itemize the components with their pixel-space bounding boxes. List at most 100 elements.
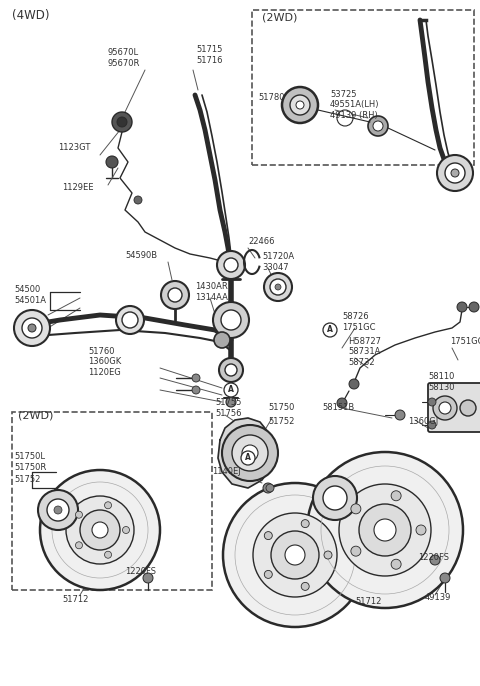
Circle shape <box>368 116 388 136</box>
Circle shape <box>40 470 160 590</box>
Text: A: A <box>327 325 333 335</box>
Circle shape <box>224 383 238 397</box>
FancyBboxPatch shape <box>252 10 474 165</box>
Circle shape <box>54 506 62 514</box>
Circle shape <box>445 163 465 183</box>
Text: A: A <box>228 386 234 394</box>
Text: 1220FS: 1220FS <box>418 554 449 563</box>
Circle shape <box>192 386 200 394</box>
Circle shape <box>28 324 36 332</box>
Text: 51712: 51712 <box>355 598 382 606</box>
Circle shape <box>232 435 268 471</box>
Circle shape <box>92 522 108 538</box>
Circle shape <box>134 196 142 204</box>
Circle shape <box>307 452 463 608</box>
Text: A: A <box>245 453 251 462</box>
Circle shape <box>219 358 243 382</box>
Text: 58110
58130: 58110 58130 <box>428 372 455 392</box>
Circle shape <box>439 402 451 414</box>
Circle shape <box>391 559 401 569</box>
Circle shape <box>38 490 78 530</box>
Text: (2WD): (2WD) <box>262 13 298 23</box>
Text: 54590B: 54590B <box>125 250 157 259</box>
Circle shape <box>451 169 459 177</box>
Circle shape <box>313 476 357 520</box>
Text: 1430AR
1314AA: 1430AR 1314AA <box>195 282 228 302</box>
Circle shape <box>460 400 476 416</box>
Circle shape <box>224 258 238 272</box>
Circle shape <box>217 251 245 279</box>
Text: 51750L
51750R: 51750L 51750R <box>14 452 46 472</box>
Text: 51780: 51780 <box>258 93 285 102</box>
Circle shape <box>161 281 189 309</box>
Circle shape <box>349 379 359 389</box>
Text: 58151B: 58151B <box>322 403 354 412</box>
Circle shape <box>192 374 200 382</box>
FancyBboxPatch shape <box>428 383 480 432</box>
Text: 58726
1751GC: 58726 1751GC <box>342 312 375 332</box>
Circle shape <box>47 499 69 521</box>
Circle shape <box>285 545 305 565</box>
Circle shape <box>264 273 292 301</box>
Text: 49139: 49139 <box>425 593 451 602</box>
Circle shape <box>214 332 230 348</box>
Text: 1129EE: 1129EE <box>62 183 94 193</box>
Circle shape <box>213 302 249 338</box>
Text: H58727
58731A
58732: H58727 58731A 58732 <box>348 337 381 367</box>
Circle shape <box>275 284 281 290</box>
Circle shape <box>395 410 405 420</box>
Text: 54500
54501A: 54500 54501A <box>14 285 46 305</box>
Text: 1751GC: 1751GC <box>450 338 480 346</box>
Circle shape <box>290 95 310 115</box>
Text: 51715
51716: 51715 51716 <box>196 45 223 65</box>
Text: (2WD): (2WD) <box>18 411 53 421</box>
Text: 1220FS: 1220FS <box>125 567 156 576</box>
Circle shape <box>14 310 50 346</box>
Circle shape <box>339 484 431 576</box>
Circle shape <box>282 87 318 123</box>
Text: 1360GJ: 1360GJ <box>408 418 438 427</box>
Circle shape <box>122 526 130 534</box>
Circle shape <box>437 155 473 191</box>
Circle shape <box>264 532 272 540</box>
Circle shape <box>66 496 134 564</box>
Circle shape <box>222 425 278 481</box>
Circle shape <box>223 483 367 627</box>
Circle shape <box>253 513 337 597</box>
Circle shape <box>221 310 241 330</box>
Polygon shape <box>218 418 272 488</box>
Text: 53725
49551A(LH)
49139 (RH): 53725 49551A(LH) 49139 (RH) <box>330 90 380 120</box>
Text: 51760
1360GK
1120EG: 51760 1360GK 1120EG <box>88 346 121 377</box>
Circle shape <box>428 421 436 429</box>
Text: 22466: 22466 <box>248 237 275 246</box>
Circle shape <box>457 302 467 312</box>
Circle shape <box>323 486 347 510</box>
Text: 95670L
95670R: 95670L 95670R <box>108 48 140 68</box>
Text: 1140EJ: 1140EJ <box>212 467 241 477</box>
Circle shape <box>106 156 118 168</box>
Circle shape <box>266 484 274 492</box>
Circle shape <box>271 531 319 579</box>
FancyBboxPatch shape <box>12 412 212 590</box>
Circle shape <box>116 306 144 334</box>
Circle shape <box>337 398 347 408</box>
Circle shape <box>143 573 153 583</box>
Text: 51752: 51752 <box>14 475 40 484</box>
Circle shape <box>351 504 361 514</box>
Circle shape <box>80 510 120 550</box>
Circle shape <box>296 101 304 109</box>
Circle shape <box>105 501 111 509</box>
Circle shape <box>263 483 273 493</box>
Circle shape <box>373 121 383 131</box>
Circle shape <box>225 364 237 376</box>
Circle shape <box>75 511 83 518</box>
Circle shape <box>430 555 440 565</box>
Circle shape <box>75 542 83 549</box>
Circle shape <box>105 552 111 558</box>
Text: 51752: 51752 <box>268 418 294 427</box>
Circle shape <box>416 525 426 535</box>
Circle shape <box>323 323 337 337</box>
Circle shape <box>433 396 457 420</box>
Circle shape <box>428 398 436 406</box>
Circle shape <box>241 451 255 465</box>
